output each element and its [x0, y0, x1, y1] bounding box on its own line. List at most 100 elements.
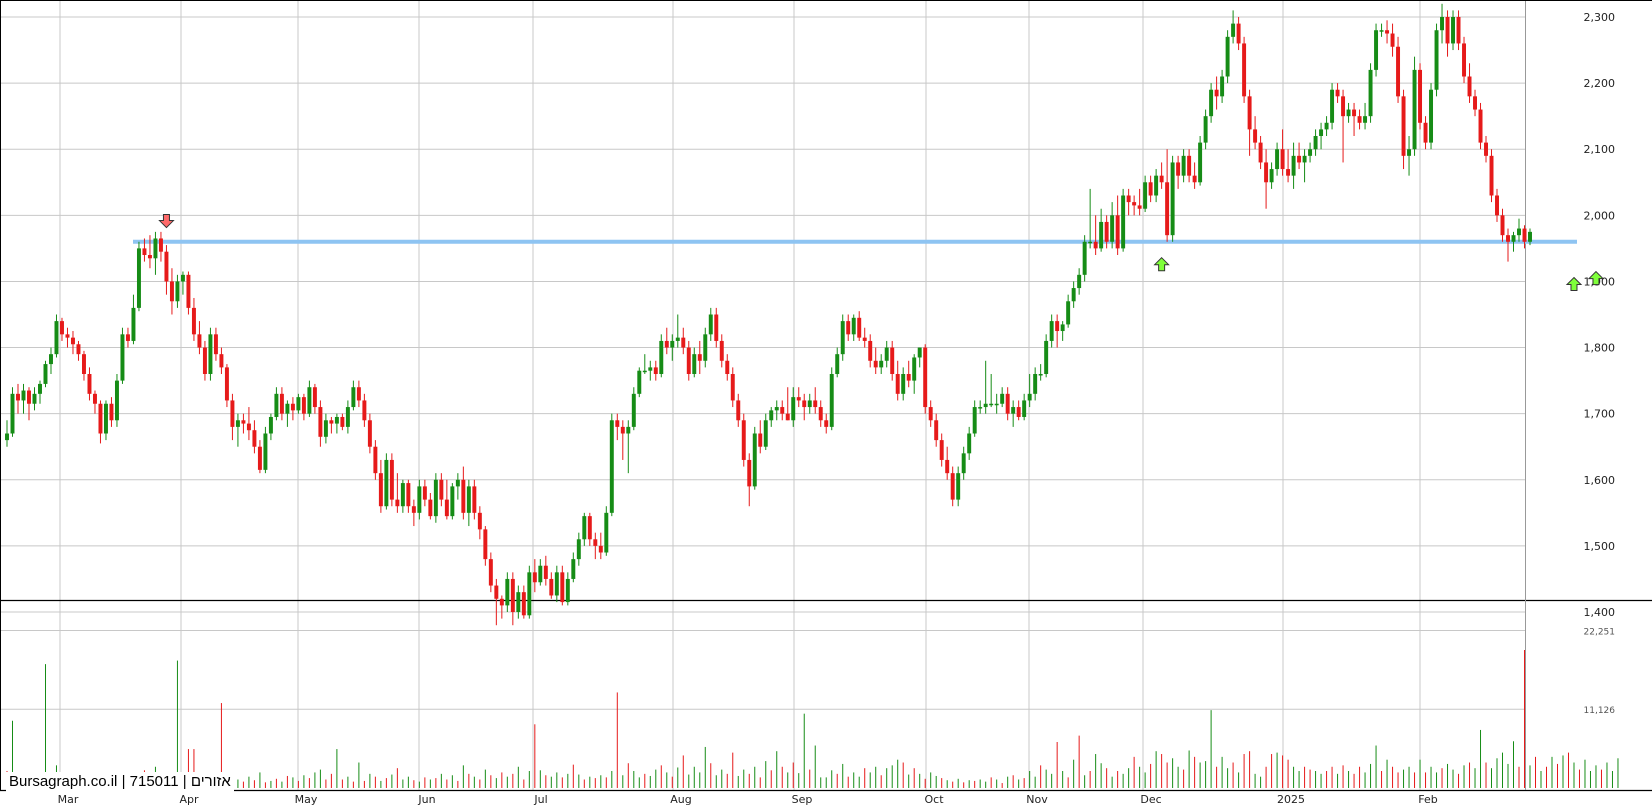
- candle-body: [736, 400, 741, 421]
- candle-body: [224, 367, 229, 401]
- candle-body: [1115, 215, 1120, 249]
- candle-body: [1011, 407, 1016, 414]
- candle-body: [202, 347, 207, 374]
- candle-body: [1291, 155, 1296, 176]
- candle-body: [450, 486, 455, 517]
- candle-body: [153, 238, 158, 259]
- candle-body: [1489, 155, 1494, 196]
- candle-body: [516, 592, 521, 612]
- candle-body: [549, 578, 554, 596]
- candle-body: [246, 423, 251, 431]
- candle-body: [1434, 30, 1439, 90]
- candle-body: [494, 585, 499, 599]
- candle-body: [1066, 301, 1071, 325]
- candle-body: [719, 340, 724, 361]
- candle-body: [109, 403, 114, 421]
- month-tick-label: Jun: [417, 793, 435, 806]
- price-tick-label: 2,000: [1584, 209, 1616, 222]
- candle-body: [752, 433, 757, 487]
- candle-body: [664, 340, 669, 348]
- candle-body: [1181, 155, 1186, 176]
- month-tick-label: Oct: [924, 793, 944, 806]
- candle-body: [27, 390, 31, 404]
- candle-body: [1082, 241, 1087, 275]
- candle-body: [279, 393, 284, 414]
- candle-body: [98, 403, 103, 434]
- candle-body: [571, 559, 576, 579]
- candle-body: [862, 337, 867, 341]
- candle-body: [136, 248, 141, 308]
- candle-body: [345, 407, 350, 427]
- candle-body: [1165, 182, 1170, 236]
- volume-tick-label: 11,126: [1584, 706, 1616, 716]
- candle-body: [197, 334, 202, 348]
- candle-body: [1033, 374, 1038, 394]
- candle-body: [829, 374, 834, 427]
- candle-body: [928, 407, 933, 421]
- candle-body: [60, 321, 64, 335]
- price-tick-label: 2,200: [1584, 77, 1616, 90]
- price-tick-label: 1,600: [1584, 474, 1616, 487]
- chart-watermark: Bursagraph.co.il | 715011 | אזורים: [6, 772, 234, 792]
- candle-body: [527, 572, 532, 616]
- month-tick-label: Mar: [58, 793, 79, 806]
- candle-body: [1319, 129, 1324, 136]
- candle-body: [329, 420, 334, 424]
- candle-body: [208, 334, 213, 374]
- candle-body: [356, 387, 361, 401]
- candle-body: [560, 572, 565, 603]
- candle-body: [807, 400, 812, 408]
- candle-body: [1297, 155, 1302, 163]
- candle-body: [1247, 96, 1252, 130]
- candle-body: [851, 317, 856, 335]
- candle-body: [758, 433, 763, 447]
- candle-body: [791, 397, 796, 421]
- candle-body: [972, 407, 977, 434]
- candle-body: [884, 347, 889, 361]
- candle-body: [147, 255, 152, 259]
- candle-body: [290, 403, 295, 411]
- candle-body: [367, 420, 372, 447]
- candle-body: [158, 238, 163, 252]
- candle-body: [967, 433, 972, 454]
- candle-body: [1473, 96, 1477, 110]
- candle-body: [813, 400, 818, 408]
- candle-body: [983, 403, 988, 408]
- month-tick-label: Apr: [179, 793, 199, 806]
- candle-body: [505, 578, 510, 606]
- candle-body: [257, 446, 262, 470]
- candle-body: [439, 479, 444, 500]
- candle-body: [1484, 142, 1488, 156]
- candle-body: [65, 334, 70, 338]
- candle-body: [351, 387, 356, 408]
- candle-body: [1445, 17, 1450, 44]
- candle-body: [21, 390, 26, 401]
- candle-body: [615, 420, 620, 427]
- watermark-symbol: 715011: [129, 773, 179, 790]
- candle-body: [961, 453, 966, 474]
- candle-body: [1176, 162, 1181, 176]
- candle-body: [835, 354, 840, 374]
- month-tick-label: Aug: [670, 793, 691, 806]
- candle-body: [532, 572, 537, 583]
- candle-body: [1143, 182, 1148, 209]
- candle-body: [1110, 215, 1115, 242]
- candle-body: [1159, 175, 1164, 183]
- candle-body: [472, 486, 477, 513]
- candle-body: [1390, 33, 1395, 47]
- candle-body: [1313, 136, 1318, 150]
- candle-body: [1429, 89, 1434, 143]
- candle-body: [433, 479, 438, 517]
- candle-body: [230, 400, 235, 427]
- candle-body: [1451, 17, 1456, 44]
- candle-body: [213, 334, 218, 355]
- candle-body: [697, 354, 702, 361]
- candle-body: [70, 337, 75, 345]
- candle-body: [169, 281, 174, 302]
- candle-body: [263, 433, 268, 470]
- candle-body: [1363, 116, 1368, 123]
- candle-body: [1462, 43, 1467, 77]
- candle-body: [1148, 182, 1153, 196]
